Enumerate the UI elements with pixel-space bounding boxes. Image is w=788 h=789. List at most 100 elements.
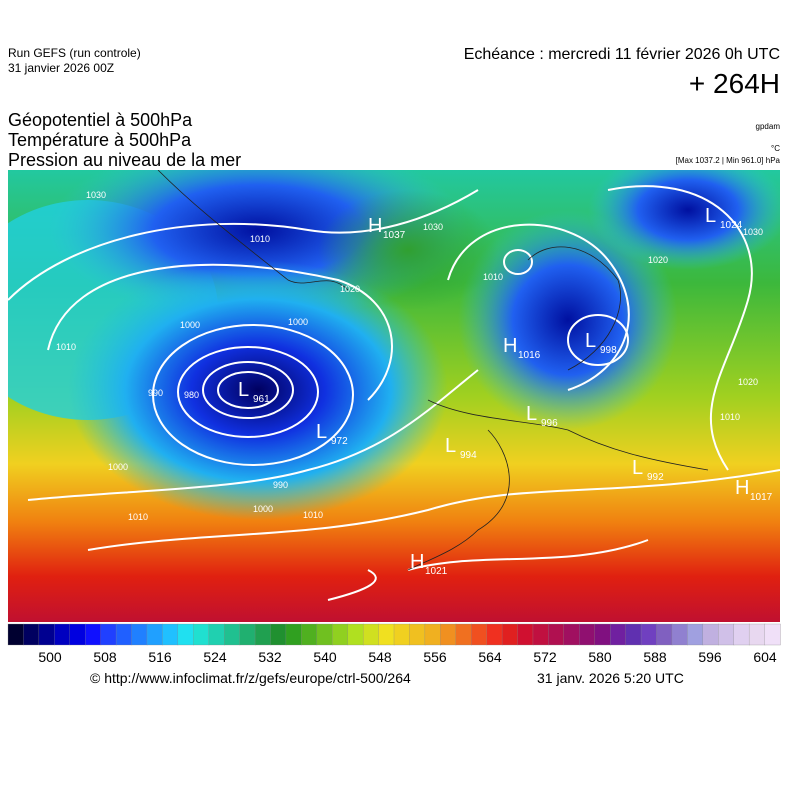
- isobar-label: 1030: [86, 190, 106, 200]
- colorbar-swatch: [610, 623, 627, 646]
- colorbar-swatch: [239, 623, 256, 646]
- colorbar-swatch: [733, 623, 750, 646]
- pressure-center-type: L: [705, 205, 716, 227]
- colorbar-swatch: [301, 623, 318, 646]
- colorbar-swatch: [625, 623, 642, 646]
- colorbar-label: 508: [93, 649, 117, 665]
- coastlines: [157, 170, 709, 571]
- colorbar-swatch: [563, 623, 580, 646]
- colorbar-swatch: [316, 623, 333, 646]
- colorbar-label: 500: [38, 649, 62, 665]
- isobar-label: 1010: [303, 510, 323, 520]
- colorbar-swatch: [285, 623, 303, 646]
- unit: °C: [771, 144, 780, 153]
- colorbar-swatch: [7, 623, 25, 646]
- colorbar-swatch: [579, 623, 596, 646]
- isobars: [8, 185, 780, 601]
- colorbar-swatch: [718, 623, 735, 646]
- colorbar-label: 604: [753, 649, 777, 665]
- colorbar-swatch: [146, 623, 164, 646]
- colorbar-swatch: [455, 623, 472, 646]
- colorbar-swatch: [224, 623, 241, 646]
- pressure-center-value: 1016: [518, 350, 541, 361]
- colorbar-swatch: [378, 623, 395, 646]
- colorbar-swatch: [38, 623, 55, 646]
- isobar-label: 1010: [250, 234, 270, 244]
- isobar-label: 1000: [108, 462, 128, 472]
- isobar-label: 1030: [743, 227, 763, 237]
- isobar-label: 1020: [340, 284, 360, 294]
- colorbar-swatch: [85, 623, 102, 646]
- pressure-center-value: 1017: [750, 492, 773, 503]
- unit: gpdam: [755, 122, 780, 131]
- colorbar-label: 524: [203, 649, 227, 665]
- colorbar-swatch: [748, 623, 766, 646]
- footer-time: 31 janv. 2026 5:20 UTC: [537, 670, 684, 686]
- colorbar-label: 596: [698, 649, 722, 665]
- isobar-label: 1000: [180, 320, 200, 330]
- colorbar-swatch: [548, 623, 565, 646]
- colorbar: 500 508 516 524 532 540 548 556 564 572 580 588 596 6…: [7, 623, 781, 665]
- colorbar-swatch: [687, 623, 704, 646]
- pressure-center-type: L: [632, 457, 643, 479]
- colorbar-swatch: [131, 623, 148, 646]
- colorbar-swatch: [393, 623, 411, 646]
- isobar-label: 1010: [483, 272, 503, 282]
- colorbar-swatch: [177, 623, 194, 646]
- colorbar-swatch: [332, 623, 349, 646]
- pressure-center-value: 992: [647, 472, 664, 483]
- isobar-label: 1020: [738, 377, 758, 387]
- isobar-label: 980: [184, 390, 199, 400]
- colorbar-swatch: [270, 623, 287, 646]
- colorbar-swatch: [347, 623, 364, 646]
- colorbar-swatch: [486, 623, 503, 646]
- colorbar-label: 564: [478, 649, 502, 665]
- isobar-label: 1020: [648, 255, 668, 265]
- colorbar-swatch: [193, 623, 210, 646]
- echeance: Echéance : mercredi 11 février 2026 0h U…: [463, 46, 780, 63]
- colorbar-swatch: [440, 623, 457, 646]
- isobar-label: 1000: [253, 504, 273, 514]
- field-title: Géopotentiel à 500hPa: [8, 110, 193, 130]
- run-label: Run GEFS (run controle): [8, 46, 141, 60]
- pressure-center-value: 996: [541, 418, 558, 429]
- footer-url: © http://www.infoclimat.fr/z/gefs/europe…: [90, 670, 411, 686]
- colorbar-swatch: [54, 623, 71, 646]
- colorbar-swatch: [254, 623, 272, 646]
- lead-time: + 264H: [688, 68, 780, 99]
- pressure-center-type: L: [316, 421, 327, 443]
- field-title: Pression au niveau de la mer: [8, 150, 242, 170]
- pressure-center-type: H: [735, 477, 749, 499]
- colorbar-swatch: [517, 623, 534, 646]
- pressure-center-value: 1021: [425, 566, 448, 577]
- colorbar-swatch: [532, 623, 550, 646]
- colorbar-label: 540: [313, 649, 337, 665]
- colorbar-swatch: [702, 623, 719, 646]
- colorbar-swatch: [69, 623, 86, 646]
- pressure-center-value: 1024: [720, 220, 743, 231]
- run-date: 31 janvier 2026 00Z: [8, 61, 115, 75]
- unit: [Max 1037.2 | Min 961.0] hPa: [675, 156, 780, 165]
- colorbar-swatch: [424, 623, 441, 646]
- colorbar-swatch: [764, 623, 781, 646]
- pressure-center-type: L: [445, 435, 456, 457]
- colorbar-label: 532: [258, 649, 282, 665]
- colorbar-label: 548: [368, 649, 392, 665]
- colorbar-swatch: [162, 623, 179, 646]
- colorbar-label: 516: [148, 649, 172, 665]
- colorbar-swatch: [594, 623, 611, 646]
- isobar-label: 1010: [56, 342, 76, 352]
- colorbar-label: 588: [643, 649, 667, 665]
- pressure-center-value: 1037: [383, 230, 406, 241]
- pressure-center-type: H: [410, 551, 424, 573]
- pressure-center-type: L: [238, 379, 249, 401]
- colorbar-swatch: [362, 623, 380, 646]
- pressure-center-type: L: [585, 330, 596, 352]
- colorbar-swatch: [471, 623, 488, 646]
- field-title: Température à 500hPa: [8, 130, 192, 150]
- temperature-area: [318, 190, 498, 310]
- pressure-center-value: 994: [460, 450, 477, 461]
- isobar-label: 1030: [423, 222, 443, 232]
